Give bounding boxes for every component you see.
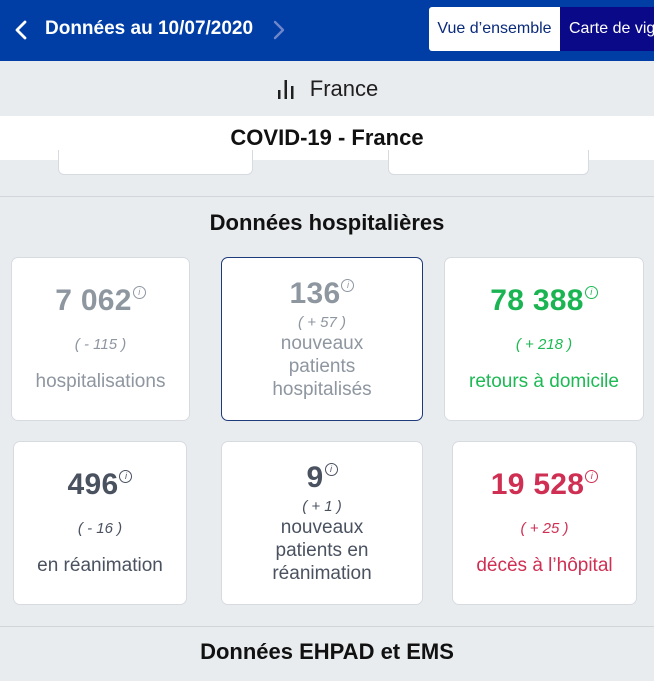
- info-icon[interactable]: i: [585, 470, 599, 483]
- stat-value: 19 528: [490, 468, 585, 501]
- header-bar: Données au 10/07/2020 Vue d’ensemble Car…: [0, 0, 654, 61]
- stat-label: retours à domicile: [469, 371, 619, 392]
- previous-section-card: [388, 150, 589, 175]
- hospital-section-title: Données hospitalières: [209, 210, 445, 235]
- section-divider: [0, 626, 654, 627]
- stat-label: nouveaux patients hospitalisés: [272, 333, 372, 400]
- stat-delta: ( + 218 ): [515, 336, 573, 353]
- stat-value: 78 388: [490, 284, 584, 317]
- date-title: Données au 10/07/2020: [45, 18, 254, 39]
- region-label: France: [309, 75, 379, 101]
- info-icon[interactable]: i: [119, 470, 133, 483]
- tab-vigilance-map[interactable]: Carte de vig: [560, 7, 654, 51]
- bar-chart-icon: [276, 78, 296, 100]
- info-icon[interactable]: i: [132, 286, 146, 299]
- stat-card-hospitalisations[interactable]: 7 062 i ( - 115 ) hospitalisations: [11, 257, 190, 421]
- next-date-button[interactable]: [268, 16, 290, 44]
- stat-delta: ( - 115 ): [74, 336, 127, 353]
- info-icon[interactable]: i: [584, 286, 598, 299]
- stat-value: 136: [289, 277, 341, 310]
- stat-label: décès à l’hôpital: [476, 555, 613, 576]
- chevron-left-icon: [15, 20, 27, 40]
- info-icon[interactable]: i: [324, 463, 338, 476]
- stat-label: en réanimation: [37, 555, 163, 576]
- stat-delta: ( + 57 ): [298, 314, 346, 331]
- page-title: COVID-19 - France: [230, 125, 424, 150]
- stat-card-hospital-deaths[interactable]: 19 528 i ( + 25 ) décès à l’hôpital: [452, 441, 637, 605]
- section-divider: [0, 196, 654, 197]
- stat-label: hospitalisations: [35, 371, 166, 392]
- info-icon[interactable]: i: [341, 279, 355, 292]
- stat-value: 496: [67, 468, 119, 501]
- stat-value: 9: [306, 461, 324, 494]
- stat-value: 7 062: [55, 284, 132, 317]
- previous-date-button[interactable]: [10, 16, 32, 44]
- stat-delta: ( - 16 ): [77, 520, 123, 537]
- stat-delta: ( + 1 ): [302, 498, 342, 515]
- stat-delta: ( + 25 ): [520, 520, 569, 537]
- stat-card-new-hospitalised[interactable]: 136 i ( + 57 ) nouveaux patients hospital…: [221, 257, 423, 421]
- stat-label: nouveaux patients en réanimation: [272, 517, 372, 584]
- previous-section-card: [58, 150, 253, 175]
- region-selector[interactable]: France: [0, 61, 654, 116]
- chevron-right-icon: [273, 20, 285, 40]
- ehpad-section-title: Données EHPAD et EMS: [200, 639, 454, 664]
- stat-card-icu[interactable]: 496 i ( - 16 ) en réanimation: [13, 441, 187, 605]
- stat-card-home-returns[interactable]: 78 388 i ( + 218 ) retours à domicile: [444, 257, 644, 421]
- tab-overview[interactable]: Vue d’ensemble: [429, 7, 560, 51]
